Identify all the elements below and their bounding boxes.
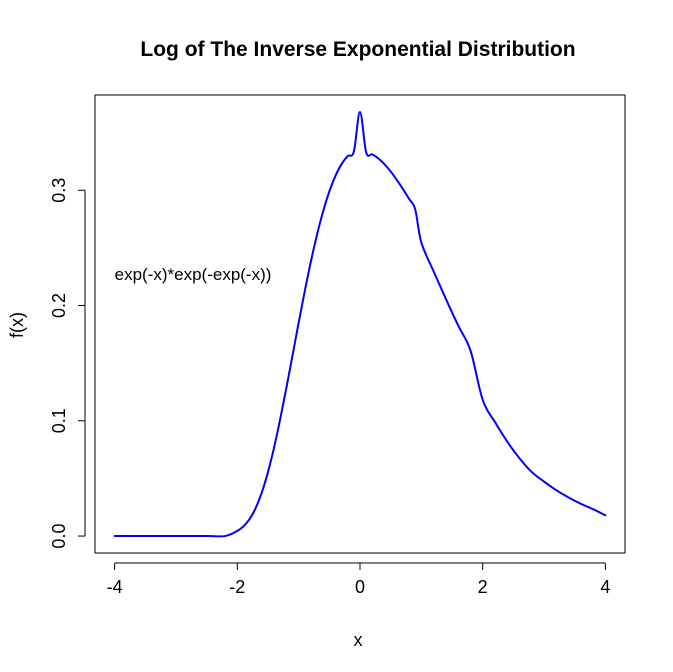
data-point bbox=[242, 525, 244, 527]
data-point bbox=[365, 151, 367, 153]
data-point bbox=[371, 153, 373, 155]
data-point bbox=[285, 387, 287, 389]
data-point bbox=[322, 210, 324, 212]
data-point bbox=[390, 170, 392, 172]
y-tick-label: 0.1 bbox=[49, 408, 69, 433]
series-layer bbox=[113, 110, 607, 538]
data-point bbox=[224, 535, 226, 537]
data-point bbox=[482, 399, 484, 401]
x-tick-label: -4 bbox=[107, 577, 123, 597]
data-point bbox=[249, 518, 251, 520]
data-point bbox=[144, 535, 146, 537]
data-point bbox=[298, 322, 300, 324]
data-point bbox=[592, 508, 594, 510]
data-point bbox=[292, 354, 294, 356]
data-point bbox=[255, 507, 257, 509]
data-point bbox=[568, 496, 570, 498]
data-point bbox=[328, 190, 330, 192]
data-point bbox=[402, 188, 404, 190]
data-point bbox=[445, 298, 447, 300]
data-point bbox=[206, 535, 208, 537]
y-axis-label: f(x) bbox=[7, 312, 27, 338]
data-point bbox=[310, 260, 312, 262]
data-point bbox=[175, 535, 177, 537]
x-axis: -4 -2 0 2 4 bbox=[107, 562, 610, 597]
data-point bbox=[267, 471, 269, 473]
data-point bbox=[494, 421, 496, 423]
data-point bbox=[604, 514, 606, 516]
data-point bbox=[531, 471, 533, 473]
data-point bbox=[396, 179, 398, 181]
x-axis-label: x bbox=[354, 630, 363, 650]
y-tick-label: 0.0 bbox=[49, 524, 69, 549]
formula-annotation: exp(-x)*exp(-exp(-x)) bbox=[115, 265, 272, 284]
data-point bbox=[279, 418, 281, 420]
x-tick-label: -2 bbox=[229, 577, 245, 597]
data-point bbox=[316, 233, 318, 235]
chart-title: Log of The Inverse Exponential Distribut… bbox=[140, 38, 575, 61]
data-point bbox=[469, 349, 471, 351]
data-point bbox=[304, 290, 306, 292]
density-curve bbox=[113, 110, 607, 538]
x-tick-label: 0 bbox=[355, 577, 365, 597]
data-point bbox=[114, 535, 116, 537]
data-point bbox=[580, 503, 582, 505]
y-axis: 0.0 0.1 0.2 0.3 bbox=[49, 178, 86, 549]
data-point bbox=[555, 489, 557, 491]
data-point bbox=[377, 158, 379, 160]
data-point bbox=[420, 242, 422, 244]
data-point bbox=[414, 208, 416, 210]
y-tick-label: 0.2 bbox=[49, 293, 69, 318]
x-tick-label: 2 bbox=[478, 577, 488, 597]
data-point bbox=[506, 441, 508, 443]
data-point bbox=[334, 175, 336, 177]
plot-frame bbox=[94, 94, 626, 554]
data-point bbox=[261, 491, 263, 493]
data-point bbox=[433, 270, 435, 272]
x-tick-label: 4 bbox=[600, 577, 610, 597]
data-point bbox=[347, 155, 349, 157]
data-point bbox=[518, 457, 520, 459]
data-point bbox=[353, 150, 355, 152]
data-point bbox=[408, 198, 410, 200]
data-point bbox=[457, 324, 459, 326]
data-point bbox=[543, 481, 545, 483]
data-point bbox=[341, 163, 343, 165]
data-point bbox=[384, 163, 386, 165]
data-point bbox=[273, 446, 275, 448]
data-point bbox=[236, 530, 238, 532]
data-point bbox=[359, 111, 361, 113]
y-tick-label: 0.3 bbox=[49, 178, 69, 203]
